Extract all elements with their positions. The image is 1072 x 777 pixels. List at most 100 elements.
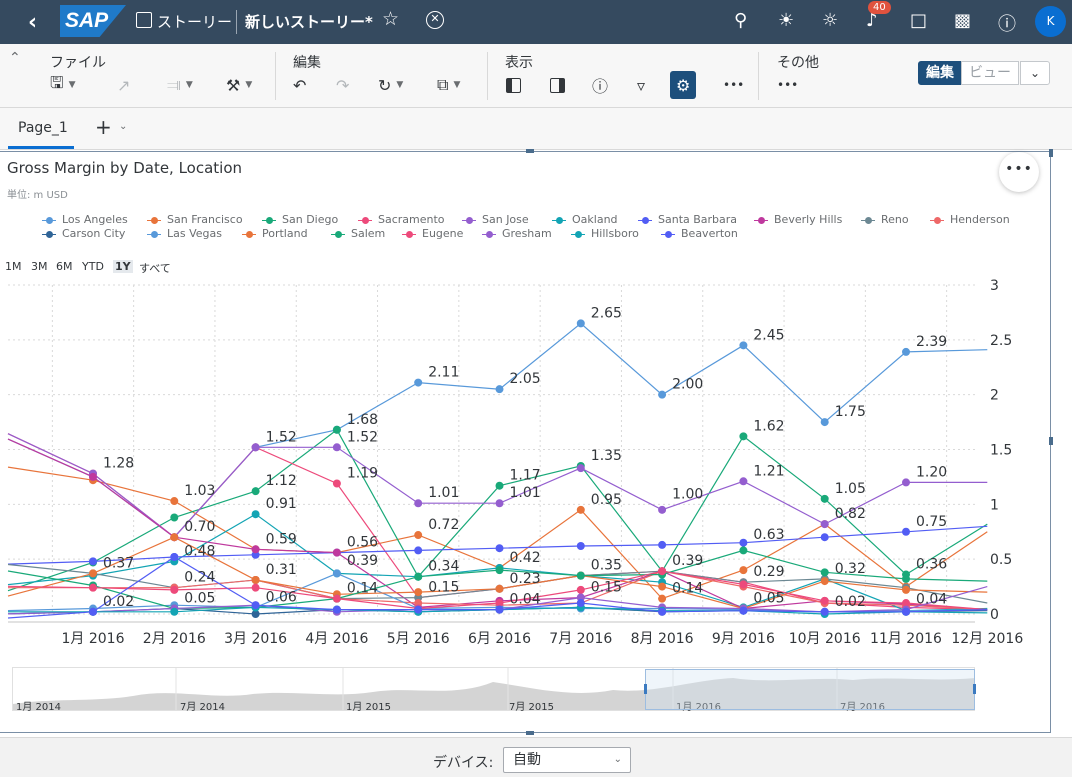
idea-add-icon[interactable]: ☀ xyxy=(778,10,795,31)
resize-handle-bottom[interactable] xyxy=(526,731,534,735)
data-point xyxy=(658,567,667,576)
close-story-icon[interactable]: ✕ xyxy=(426,11,444,29)
data-point xyxy=(251,576,260,585)
refresh-icon[interactable]: ↻ ▼ xyxy=(378,75,404,95)
data-label: 0.05 xyxy=(184,591,215,607)
legend-item[interactable]: Gresham xyxy=(482,227,552,240)
data-label: 0.56 xyxy=(347,535,378,551)
chart-more-button[interactable]: ••• xyxy=(999,152,1039,192)
legend-item[interactable]: Portland xyxy=(242,227,308,240)
data-point xyxy=(170,513,179,522)
range-navigator[interactable] xyxy=(12,667,975,711)
navigator-left-grip[interactable] xyxy=(644,684,647,694)
discussions-icon[interactable]: □ xyxy=(910,10,928,31)
data-label: 0.37 xyxy=(103,555,134,571)
data-point xyxy=(414,546,423,555)
resize-handle-top[interactable] xyxy=(526,149,534,153)
copy-icon[interactable]: ⧉ ▼ xyxy=(437,75,461,94)
range-button[interactable]: 6M xyxy=(56,260,73,273)
filter-icon[interactable]: ▿ xyxy=(637,75,646,95)
breadcrumb-stories[interactable]: ストーリー xyxy=(157,13,233,31)
mode-dropdown-button[interactable]: ⌄ xyxy=(1020,61,1050,85)
designer-panel-icon[interactable]: ⚙ xyxy=(670,71,697,99)
data-point xyxy=(739,477,748,486)
info-icon[interactable]: ⓘ xyxy=(592,77,609,96)
help-icon[interactable]: ⓘ xyxy=(998,14,1016,35)
right-panel-icon[interactable] xyxy=(550,74,565,96)
data-point xyxy=(820,533,829,542)
legend-item[interactable]: San Francisco xyxy=(147,213,243,226)
data-label: 0.35 xyxy=(591,558,622,574)
back-icon[interactable]: ‹ xyxy=(28,10,38,35)
legend-item[interactable]: Sacramento xyxy=(358,213,445,226)
sap-logo[interactable]: SAP xyxy=(60,5,126,37)
legend-label: Beverly Hills xyxy=(774,213,843,226)
add-page-icon[interactable]: + xyxy=(95,115,112,139)
lightbulb-icon[interactable]: ☼ xyxy=(822,10,839,31)
export-icon: ↗ xyxy=(117,75,131,95)
notifications-bell-icon[interactable]: ♪ xyxy=(866,10,878,31)
range-button[interactable]: 3M xyxy=(31,260,48,273)
legend-label: Henderson xyxy=(950,213,1010,226)
range-button[interactable]: 1M xyxy=(5,260,22,273)
x-tick-label: 1月 2016 xyxy=(62,631,125,647)
data-point xyxy=(414,605,423,614)
data-point xyxy=(820,577,829,586)
navigator-tick-label: 1月 2014 xyxy=(16,702,61,713)
legend-item[interactable]: Santa Barbara xyxy=(638,213,737,226)
legend-item[interactable]: Hillsboro xyxy=(571,227,639,240)
data-point xyxy=(251,443,260,452)
resize-handle-right[interactable] xyxy=(1049,437,1053,445)
chevron-down-icon: ⌄ xyxy=(613,754,622,765)
data-point xyxy=(414,593,423,602)
view-mode-button[interactable]: ビュー xyxy=(961,61,1019,85)
legend-item[interactable]: Carson City xyxy=(42,227,125,240)
data-label: 2.00 xyxy=(672,377,703,393)
y-tick-label: 3 xyxy=(990,279,999,294)
search-icon[interactable]: ⚲ xyxy=(734,10,748,31)
data-label: 1.20 xyxy=(916,464,947,480)
data-label: 1.17 xyxy=(510,468,541,484)
undo-icon[interactable]: ↶ xyxy=(293,75,307,95)
user-avatar[interactable]: K xyxy=(1035,6,1066,37)
range-button[interactable]: すべて xyxy=(139,262,171,275)
data-point xyxy=(576,593,585,602)
legend-marker xyxy=(661,230,675,238)
legend-item[interactable]: Las Vegas xyxy=(147,227,222,240)
legend-label: San Diego xyxy=(282,213,339,226)
tab-page-1[interactable]: Page_1 xyxy=(18,120,68,136)
legend-label: Portland xyxy=(262,227,308,240)
legend-item[interactable]: Beverly Hills xyxy=(754,213,842,226)
data-point xyxy=(739,432,748,441)
legend-item[interactable]: Beaverton xyxy=(661,227,738,240)
tools-icon[interactable]: ⚒ ▼ xyxy=(226,75,253,95)
navigator-right-grip[interactable] xyxy=(973,684,976,694)
legend-item[interactable]: San Diego xyxy=(262,213,338,226)
legend-item[interactable]: San Jose xyxy=(462,213,529,226)
other-more-icon[interactable]: ••• xyxy=(777,78,799,92)
data-point xyxy=(820,568,829,577)
legend-item[interactable]: Reno xyxy=(861,213,909,226)
legend-item[interactable]: Salem xyxy=(331,227,385,240)
favorite-star-icon[interactable]: ☆ xyxy=(382,8,400,30)
device-select[interactable]: 自動 ⌄ xyxy=(503,747,631,773)
navigator-selection-window[interactable] xyxy=(645,669,975,710)
range-button[interactable]: YTD xyxy=(82,260,104,273)
edit-mode-button[interactable]: 編集 xyxy=(918,61,962,85)
data-label: 0.02 xyxy=(103,594,134,610)
redo-icon: ↷ xyxy=(336,75,350,95)
legend-item[interactable]: Oakland xyxy=(552,213,618,226)
feedback-icon[interactable]: ▩ xyxy=(954,10,972,31)
collapse-toolbar-icon[interactable]: ⌃ xyxy=(9,50,21,66)
legend-item[interactable]: Los Angeles xyxy=(42,213,128,226)
chevron-down-icon[interactable]: ⌄ xyxy=(119,121,128,132)
legend-item[interactable]: Henderson xyxy=(930,213,1010,226)
save-icon[interactable]: 🖫 ▼ xyxy=(50,72,76,92)
view-more-icon[interactable]: ••• xyxy=(723,78,745,92)
resize-handle-corner[interactable] xyxy=(1049,149,1053,157)
legend-item[interactable]: Eugene xyxy=(402,227,463,240)
range-button[interactable]: 1Y xyxy=(113,260,133,273)
left-panel-icon[interactable] xyxy=(506,74,521,96)
legend-marker xyxy=(552,216,566,224)
